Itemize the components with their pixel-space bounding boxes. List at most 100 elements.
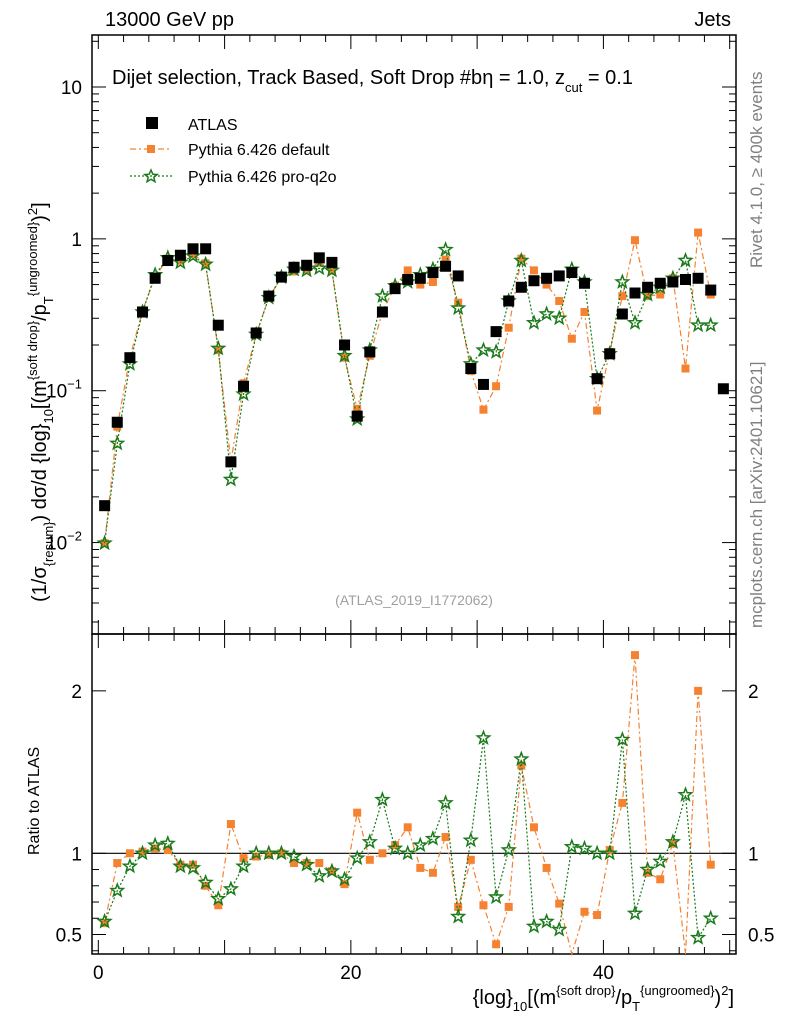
atlas-data-point [477,378,489,390]
proq2o-ratio-point [500,841,517,858]
default-main-point [618,292,627,301]
atlas-data-point [679,273,691,285]
legend-label-default: Pythia 6.426 default [188,142,330,159]
atlas-data-point [389,283,401,295]
proq2o-main-point [197,255,214,272]
proq2o-ratio-point [437,794,454,810]
proq2o-main-point [487,343,505,359]
atlas-data-point [137,306,149,318]
default-ratio-point [504,902,513,911]
proq2o-ratio-point [652,852,669,869]
ratio-y-tick-label-1: 1 [71,844,82,865]
proq2o-main-point [311,259,328,276]
proq2o-main-point [235,385,252,402]
proq2o-main-point [702,316,719,333]
proq2o-ratio-point [487,888,505,905]
proq2o-ratio-line [104,737,712,940]
proq2o-ratio-point [563,838,581,854]
proq2o-ratio-point [462,831,480,848]
proq2o-main-point [689,316,707,333]
atlas-data-point [490,326,502,338]
default-ratio-point [264,850,273,859]
atlas-data-point [263,290,275,302]
header-right: Jets [694,9,731,31]
default-ratio-point [466,855,475,864]
analysis-id: (ATLAS_2019_I1772062) [335,592,493,608]
proq2o-ratio-point [361,833,379,849]
atlas-data-point [528,275,540,287]
atlas-data-point [174,249,186,261]
atlas-data-point [275,271,287,283]
proq2o-ratio-point [475,729,492,745]
panel-title-main: Dijet selection, Track Based, Soft Drop … [112,67,482,89]
proq2o-main-point [475,341,492,358]
atlas-data-point [351,410,363,422]
proq2o-ratio-point [424,830,442,846]
legend-label-proq2o: Pythia 6.426 pro-q2o [188,169,337,186]
panel-title: Dijet selection, Track Based, Soft Drop … [112,67,633,95]
legend-marker-default [147,145,155,153]
proq2o-ratio-point [449,907,467,924]
atlas-data-point [692,272,704,284]
proq2o-ratio-point [588,844,606,861]
proq2o-ratio-point [525,917,543,934]
default-main-point [189,250,198,259]
proq2o-ratio-point [121,857,139,874]
atlas-data-point [604,348,616,360]
legend-label-atlas: ATLAS [188,117,238,134]
default-ratio-point [593,911,602,920]
x-tick-label-20: 20 [340,963,361,984]
proq2o-ratio-point [184,859,202,875]
proq2o-ratio-point [109,881,126,898]
ratio-y-tick-label-0.5: 0.5 [56,926,82,947]
x-tick-label-40: 40 [593,963,614,984]
proq2o-main-point [109,434,126,451]
proq2o-ratio-point [348,849,366,866]
default-ratio-point [706,860,715,869]
default-main-point [201,259,210,268]
atlas-data-point [440,260,452,272]
proq2o-ratio-point [639,860,656,877]
proq2o-ratio-point [386,839,404,856]
proq2o-main-point [374,287,391,304]
panel-title-cut-subscript: cut [565,80,583,95]
ratio-y-tick-label-2: 2 [71,682,82,703]
atlas-data-point [705,284,717,296]
proq2o-ratio-point [689,929,707,945]
default-ratio-point [315,859,324,868]
atlas-data-point [452,270,464,282]
default-main-point [681,364,690,373]
default-main-point [479,405,488,414]
proq2o-ratio-point [399,844,416,861]
default-ratio-point [694,686,703,695]
atlas-data-point [238,380,250,392]
proq2o-ratio-point [614,731,631,747]
legend: ATLAS Pythia 6.426 default Pythia 6.426 … [130,117,337,186]
proq2o-ratio-point [197,873,214,890]
default-main-point [100,539,109,548]
legend-marker-atlas [146,117,158,129]
proq2o-main-point [210,339,227,356]
default-main-point [567,334,576,343]
default-main-point [492,382,501,391]
ratio-panel-frame [91,633,737,955]
atlas-data-point [578,277,590,289]
proq2o-ratio-point [626,904,644,921]
default-main-point [517,254,526,263]
proq2o-ratio-point [273,844,290,861]
default-ratio-point [441,833,450,842]
default-ratio-point [340,880,349,889]
atlas-data-point [364,346,376,358]
proq2o-ratio-point [298,856,315,872]
proq2o-ratio-point [601,844,618,861]
proq2o-main-point [449,299,467,316]
side-label-mcplots: mcplots.cern.ch [arXiv:2401.10621] [747,362,766,628]
default-ratio-point [138,847,147,856]
side-label-rivet: Rivet 4.1.0, ≥ 400k events [747,72,766,268]
ratio-y-axis-label: Ratio to ATLAS [26,747,43,855]
default-ratio-point [365,855,374,864]
atlas-data-point [427,267,439,279]
default-ratio-point [290,859,299,868]
atlas-data-point [124,352,136,364]
